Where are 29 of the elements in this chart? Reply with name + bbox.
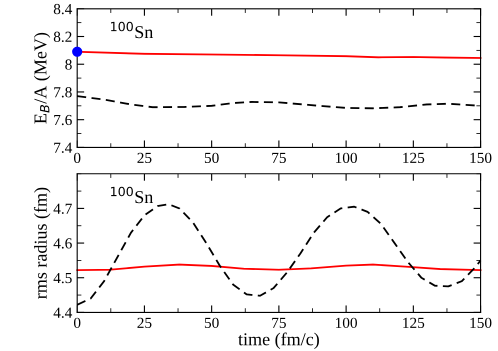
y-tick-label: 7.6: [54, 114, 72, 126]
x-tick-label: 25: [137, 318, 152, 328]
x-tick-label: 50: [204, 318, 219, 328]
x-tick-label: 75: [272, 152, 286, 164]
y-tick-label: 8.2: [54, 32, 72, 42]
x-tick-label: 125: [403, 152, 424, 164]
y-axis-title: E$_{B}$/A (MeV): [34, 32, 50, 124]
x-tick-label: 100: [336, 152, 357, 164]
x-tick-label: 100: [336, 318, 357, 328]
y-tick-label: 8: [65, 59, 72, 70]
annotation: $^{100}$Sn: [111, 186, 154, 204]
x-tick-label: 150: [470, 318, 492, 328]
y-tick-label: 7.8: [54, 87, 72, 98]
x-tick-label: 50: [204, 152, 219, 164]
x-tick-label: 125: [403, 318, 424, 328]
y-tick-label: 4.7: [54, 204, 72, 214]
y-tick-label: 4.5: [54, 272, 72, 284]
x-tick-label: 0: [74, 318, 80, 328]
annotation: $^{100}$Sn: [111, 22, 154, 38]
y-tick-label: 4.6: [54, 238, 72, 249]
x-axis-title: time (fm/c): [238, 332, 319, 350]
y-tick-label: 4.4: [54, 308, 72, 318]
y-tick-label: 8.4: [54, 4, 72, 14]
y-tick-label: 7.4: [54, 142, 72, 153]
y-axis-title: rms radius (fm): [34, 188, 50, 299]
x-tick-label: 0: [74, 152, 80, 164]
x-tick-label: 25: [137, 152, 152, 164]
x-tick-label: 150: [470, 152, 492, 164]
x-tick-label: 75: [272, 318, 286, 328]
